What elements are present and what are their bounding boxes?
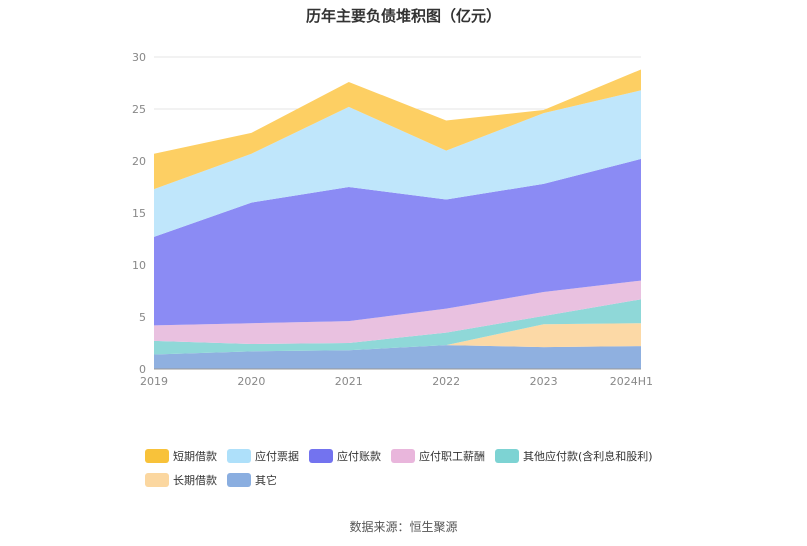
y-tick-label: 0 xyxy=(139,363,146,376)
legend-item[interactable]: 短期借款 xyxy=(145,448,217,464)
x-tick-label: 2021 xyxy=(335,375,363,388)
legend-label: 应付职工薪酬 xyxy=(419,450,485,463)
area-series xyxy=(154,280,641,345)
legend-label: 长期借款 xyxy=(173,474,217,487)
legend-swatch xyxy=(145,473,169,487)
y-tick-label: 30 xyxy=(132,51,146,64)
legend-swatch xyxy=(309,449,333,463)
data-source: 数据来源：恒生聚源 xyxy=(349,520,458,534)
y-tick-label: 5 xyxy=(139,311,146,324)
legend-label: 应付账款 xyxy=(337,450,381,463)
legend-item[interactable]: 其它 xyxy=(227,472,277,488)
legend: 短期借款 应付票据 应付账款 应付职工薪酬 其他应付款(含利息和股利) 长期借款 其它 xyxy=(145,448,705,496)
legend-swatch xyxy=(227,449,251,463)
tick-labels: 0 5 10 15 20 25 30 2019 2020 2021 2022 2023 2024H1 xyxy=(132,51,653,388)
area-series xyxy=(154,158,641,326)
y-tick-label: 10 xyxy=(132,259,146,272)
legend-item[interactable]: 应付账款 xyxy=(309,448,381,464)
legend-item[interactable]: 长期借款 xyxy=(145,472,217,488)
x-tick-label: 2023 xyxy=(530,375,558,388)
area-series xyxy=(154,345,641,369)
legend-swatch xyxy=(227,473,251,487)
area-series xyxy=(154,90,641,237)
legend-label: 其他应付款(含利息和股利) xyxy=(523,450,653,463)
legend-item[interactable]: 其他应付款(含利息和股利) xyxy=(495,448,653,464)
legend-label: 应付票据 xyxy=(255,450,299,463)
y-tick-label: 15 xyxy=(132,207,146,220)
x-tick-label: 2019 xyxy=(140,375,168,388)
legend-item[interactable]: 应付职工薪酬 xyxy=(391,448,485,464)
x-tick-label: 2024H1 xyxy=(610,375,653,388)
x-tick-label: 2022 xyxy=(432,375,460,388)
legend-swatch xyxy=(495,449,519,463)
x-tick-label: 2020 xyxy=(237,375,265,388)
y-tick-label: 25 xyxy=(132,103,146,116)
area-series xyxy=(154,323,641,355)
legend-swatch xyxy=(391,449,415,463)
legend-item[interactable]: 应付票据 xyxy=(227,448,299,464)
legend-label: 其它 xyxy=(255,474,277,487)
legend-swatch xyxy=(145,449,169,463)
chart-title: 历年主要负债堆积图（亿元） xyxy=(305,7,501,25)
legend-label: 短期借款 xyxy=(173,450,217,463)
stacked-areas xyxy=(154,69,641,369)
y-tick-label: 20 xyxy=(132,155,146,168)
area-series xyxy=(154,299,641,355)
